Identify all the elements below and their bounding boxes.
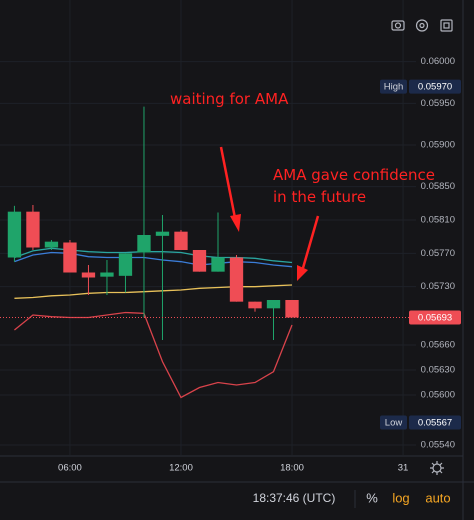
arrowhead <box>297 265 308 281</box>
y-tick-label: 0.05850 <box>421 181 455 192</box>
candle-body <box>211 257 225 272</box>
arrow <box>219 146 237 219</box>
candle-body <box>285 300 299 318</box>
arrow <box>301 215 320 269</box>
annotation: in the future <box>273 188 366 206</box>
candle-body <box>192 250 207 272</box>
y-tick-label: 0.05770 <box>421 248 455 259</box>
annotation: waiting for AMA <box>170 90 289 108</box>
price-marker-label: 0.05567 <box>418 418 452 429</box>
y-tick-label: 0.05950 <box>421 98 455 109</box>
price-marker <box>409 415 461 430</box>
indicator-line <box>14 251 293 268</box>
candle-body <box>44 241 59 248</box>
annotation-arrows <box>219 146 320 281</box>
log-toggle[interactable]: log <box>392 490 409 505</box>
plot-area <box>0 0 416 455</box>
candle-body <box>7 211 22 258</box>
indicator-line <box>14 247 293 264</box>
y-tick-label: 0.06000 <box>421 56 455 67</box>
arrowhead <box>230 214 241 232</box>
price-marker-label: 0.05693 <box>418 313 452 324</box>
indicator-line <box>14 284 293 299</box>
price-marker <box>409 310 461 325</box>
fullscreen-icon[interactable] <box>440 19 453 32</box>
candle-body <box>118 253 133 276</box>
auto-toggle[interactable]: auto <box>425 490 450 505</box>
settings-icon[interactable] <box>415 19 429 32</box>
price-marker-tag <box>380 79 407 94</box>
candle-body <box>155 231 170 236</box>
x-tick-label: 31 <box>398 463 409 474</box>
y-tick-label: 0.05600 <box>421 390 455 401</box>
y-tick-label: 0.05810 <box>421 215 455 226</box>
candle-body <box>26 211 40 248</box>
x-tick-label: 06:00 <box>58 463 82 474</box>
annotation: AMA gave confidence <box>273 166 435 184</box>
candle-body <box>81 272 96 278</box>
candle-body <box>266 300 281 309</box>
candle-body <box>229 257 244 302</box>
y-tick-label: 0.05900 <box>421 140 455 151</box>
candle-body <box>100 272 114 277</box>
price-marker-label: 0.05970 <box>418 82 452 93</box>
price-marker-name: Low <box>385 418 403 429</box>
candle-body <box>63 242 77 273</box>
y-tick-label: 0.05660 <box>421 340 455 351</box>
camera-icon[interactable] <box>391 20 405 31</box>
percent-toggle[interactable]: % <box>366 490 378 505</box>
x-tick-label: 18:00 <box>280 463 304 474</box>
candle-body <box>137 235 151 253</box>
price-marker <box>409 79 461 94</box>
candle-body <box>248 301 262 309</box>
clock: 18:37:46 (UTC) <box>253 491 336 505</box>
y-tick-label: 0.05630 <box>421 365 455 376</box>
top-icons[interactable] <box>391 19 453 32</box>
price-marker-name: High <box>384 82 404 93</box>
x-tick-label: 12:00 <box>169 463 193 474</box>
candle-body <box>174 231 188 250</box>
y-tick-label: 0.05730 <box>421 281 455 292</box>
y-tick-label: 0.05540 <box>421 440 455 451</box>
axis-settings-icon[interactable] <box>430 461 444 475</box>
price-marker-tag <box>380 415 407 430</box>
